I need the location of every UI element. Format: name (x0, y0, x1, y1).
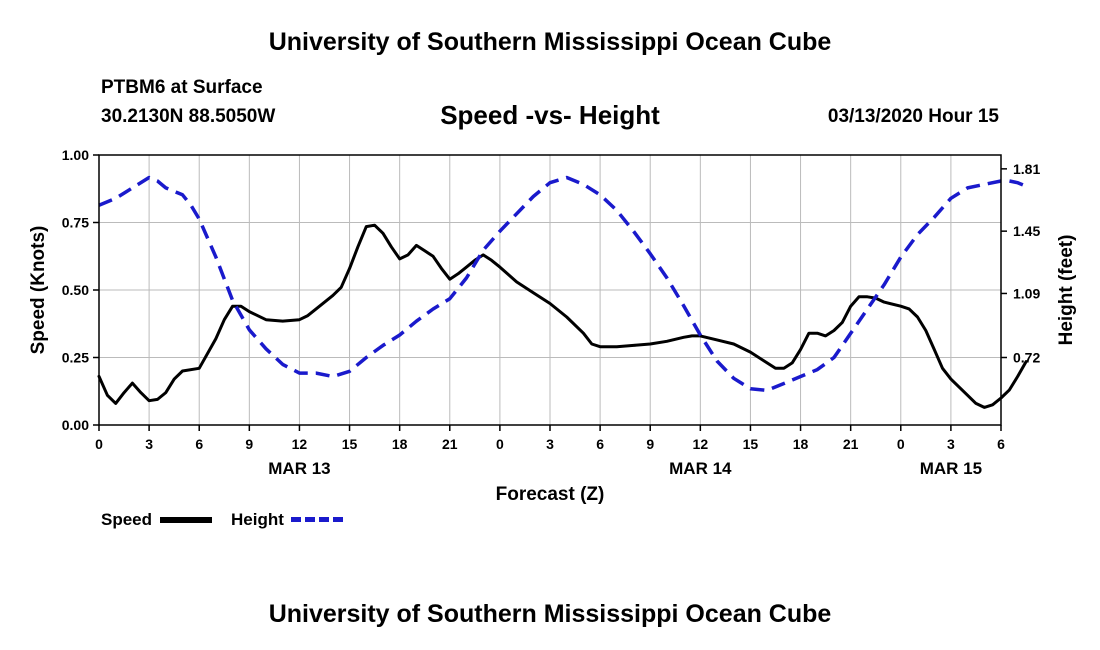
grid-layer (99, 155, 1001, 425)
x-tick-label: 0 (897, 436, 905, 452)
y-tick-label: 1.00 (62, 147, 89, 163)
coordinates-label: 30.2130N 88.5050W (101, 106, 276, 127)
date-label: MAR 13 (268, 459, 330, 478)
legend-height-label: Height (231, 510, 284, 529)
y2-tick-label: 1.45 (1013, 223, 1040, 239)
series-layer (97, 175, 1028, 409)
x-tick-label: 9 (245, 436, 253, 452)
x-tick-label: 15 (743, 436, 759, 452)
y2-tick-label: 0.72 (1013, 350, 1040, 366)
x-tick-label: 0 (95, 436, 103, 452)
y-tick-label: 0.25 (62, 350, 89, 366)
legend-height-swatch (291, 517, 343, 522)
x-tick-label: 21 (843, 436, 859, 452)
chart-title: Speed -vs- Height (440, 100, 660, 130)
x-tick-label: 3 (145, 436, 153, 452)
x-tick-label: 9 (646, 436, 654, 452)
x-tick-label: 21 (442, 436, 458, 452)
date-label: MAR 14 (669, 459, 732, 478)
bottom-title: University of Southern Mississippi Ocean… (268, 600, 832, 628)
x-axis-label: Forecast (Z) (496, 484, 605, 505)
x-tick-label: 18 (392, 436, 408, 452)
x-tick-label: 6 (596, 436, 604, 452)
y2-tick-label: 1.09 (1013, 285, 1040, 301)
y-tick-label: 0.50 (62, 282, 89, 298)
date-label: MAR 15 (920, 459, 982, 478)
speed-series-line (97, 223, 1028, 409)
x-tick-label: 12 (292, 436, 308, 452)
x-tick-label: 15 (342, 436, 358, 452)
x-tick-label: 6 (997, 436, 1005, 452)
x-tick-label: 12 (693, 436, 709, 452)
top-title: University of Southern Mississippi Ocean… (268, 28, 832, 56)
x-tick-label: 18 (793, 436, 809, 452)
x-tick-label: 6 (195, 436, 203, 452)
y2-tick-label: 1.81 (1013, 161, 1040, 177)
x-tick-label: 3 (546, 436, 554, 452)
y-tick-label: 0.75 (62, 215, 89, 231)
x-tick-label: 3 (947, 436, 955, 452)
y-tick-label: 0.00 (62, 417, 89, 433)
height-series-line (98, 175, 1027, 393)
legend-speed-label: Speed (101, 510, 153, 529)
station-label: PTBM6 at Surface (101, 77, 263, 98)
legend-speed-swatch (160, 517, 212, 523)
axis-layer: 0 3 6 9 12 15 18 21 0 3 6 9 12 15 18 21 0 3 6 MAR 13 MAR 14 M… (62, 147, 1041, 478)
y-axis-label: Speed (Knots) (28, 226, 49, 355)
forecast-datetime: 03/13/2020 Hour 15 (827, 106, 999, 127)
y2-axis-label: Height (feet) (1056, 235, 1077, 346)
x-tick-label: 0 (496, 436, 504, 452)
